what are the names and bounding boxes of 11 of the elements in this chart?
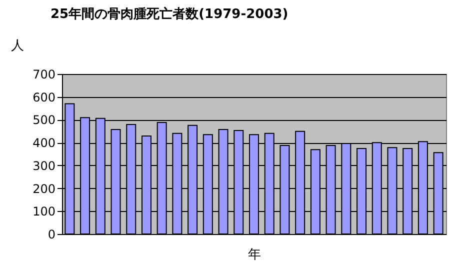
y-tick-label: 500: [32, 113, 56, 128]
y-tick-label: 100: [32, 204, 56, 219]
y-tick-label: 600: [32, 90, 56, 104]
y-tick-label: 700: [32, 68, 56, 82]
y-axis-title: 人: [11, 38, 24, 54]
y-tick-label: 400: [32, 136, 56, 150]
x-axis-title: 年: [248, 248, 261, 262]
y-tick-label: 200: [32, 182, 56, 196]
y-tick-label: 300: [32, 158, 56, 173]
y-tick-label: 0: [48, 228, 56, 242]
chart-title: 25年間の骨肉腫死亡者数(1979-2003): [50, 6, 288, 22]
